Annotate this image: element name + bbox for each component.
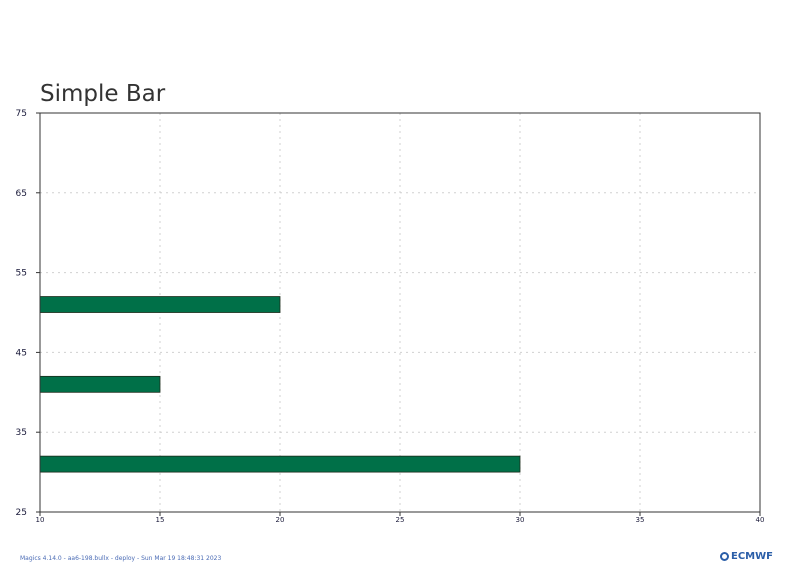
bar	[39, 296, 281, 313]
y-tick-label: 55	[16, 269, 27, 279]
footer-text: Magics 4.14.0 - aa6-198.bullx - deploy -…	[20, 555, 222, 562]
x-tick-label: 15	[156, 516, 165, 524]
y-tick-label: 25	[16, 508, 27, 518]
ecmwf-logo-icon	[720, 552, 729, 561]
y-tick-label: 65	[16, 189, 27, 199]
x-tick-label: 10	[36, 516, 45, 524]
x-tick-label: 40	[756, 516, 765, 524]
chart-title: Simple Bar	[40, 81, 166, 107]
y-tick-label: 35	[16, 428, 27, 438]
x-axis: 10 15 20 25 30 35 40	[36, 512, 765, 524]
x-tick-label: 25	[396, 516, 405, 524]
y-axis: 25 35 45 55 65 75	[16, 109, 40, 518]
x-tick-label: 30	[516, 516, 525, 524]
bar	[39, 455, 521, 473]
ecmwf-logo-text: ECMWF	[731, 551, 773, 562]
bar	[39, 375, 161, 393]
x-tick-label: 20	[276, 516, 285, 524]
x-tick-label: 35	[636, 516, 645, 524]
y-tick-label: 75	[16, 109, 27, 119]
ecmwf-logo: ECMWF	[720, 551, 773, 562]
bars	[39, 296, 521, 473]
y-tick-label: 45	[16, 348, 27, 358]
